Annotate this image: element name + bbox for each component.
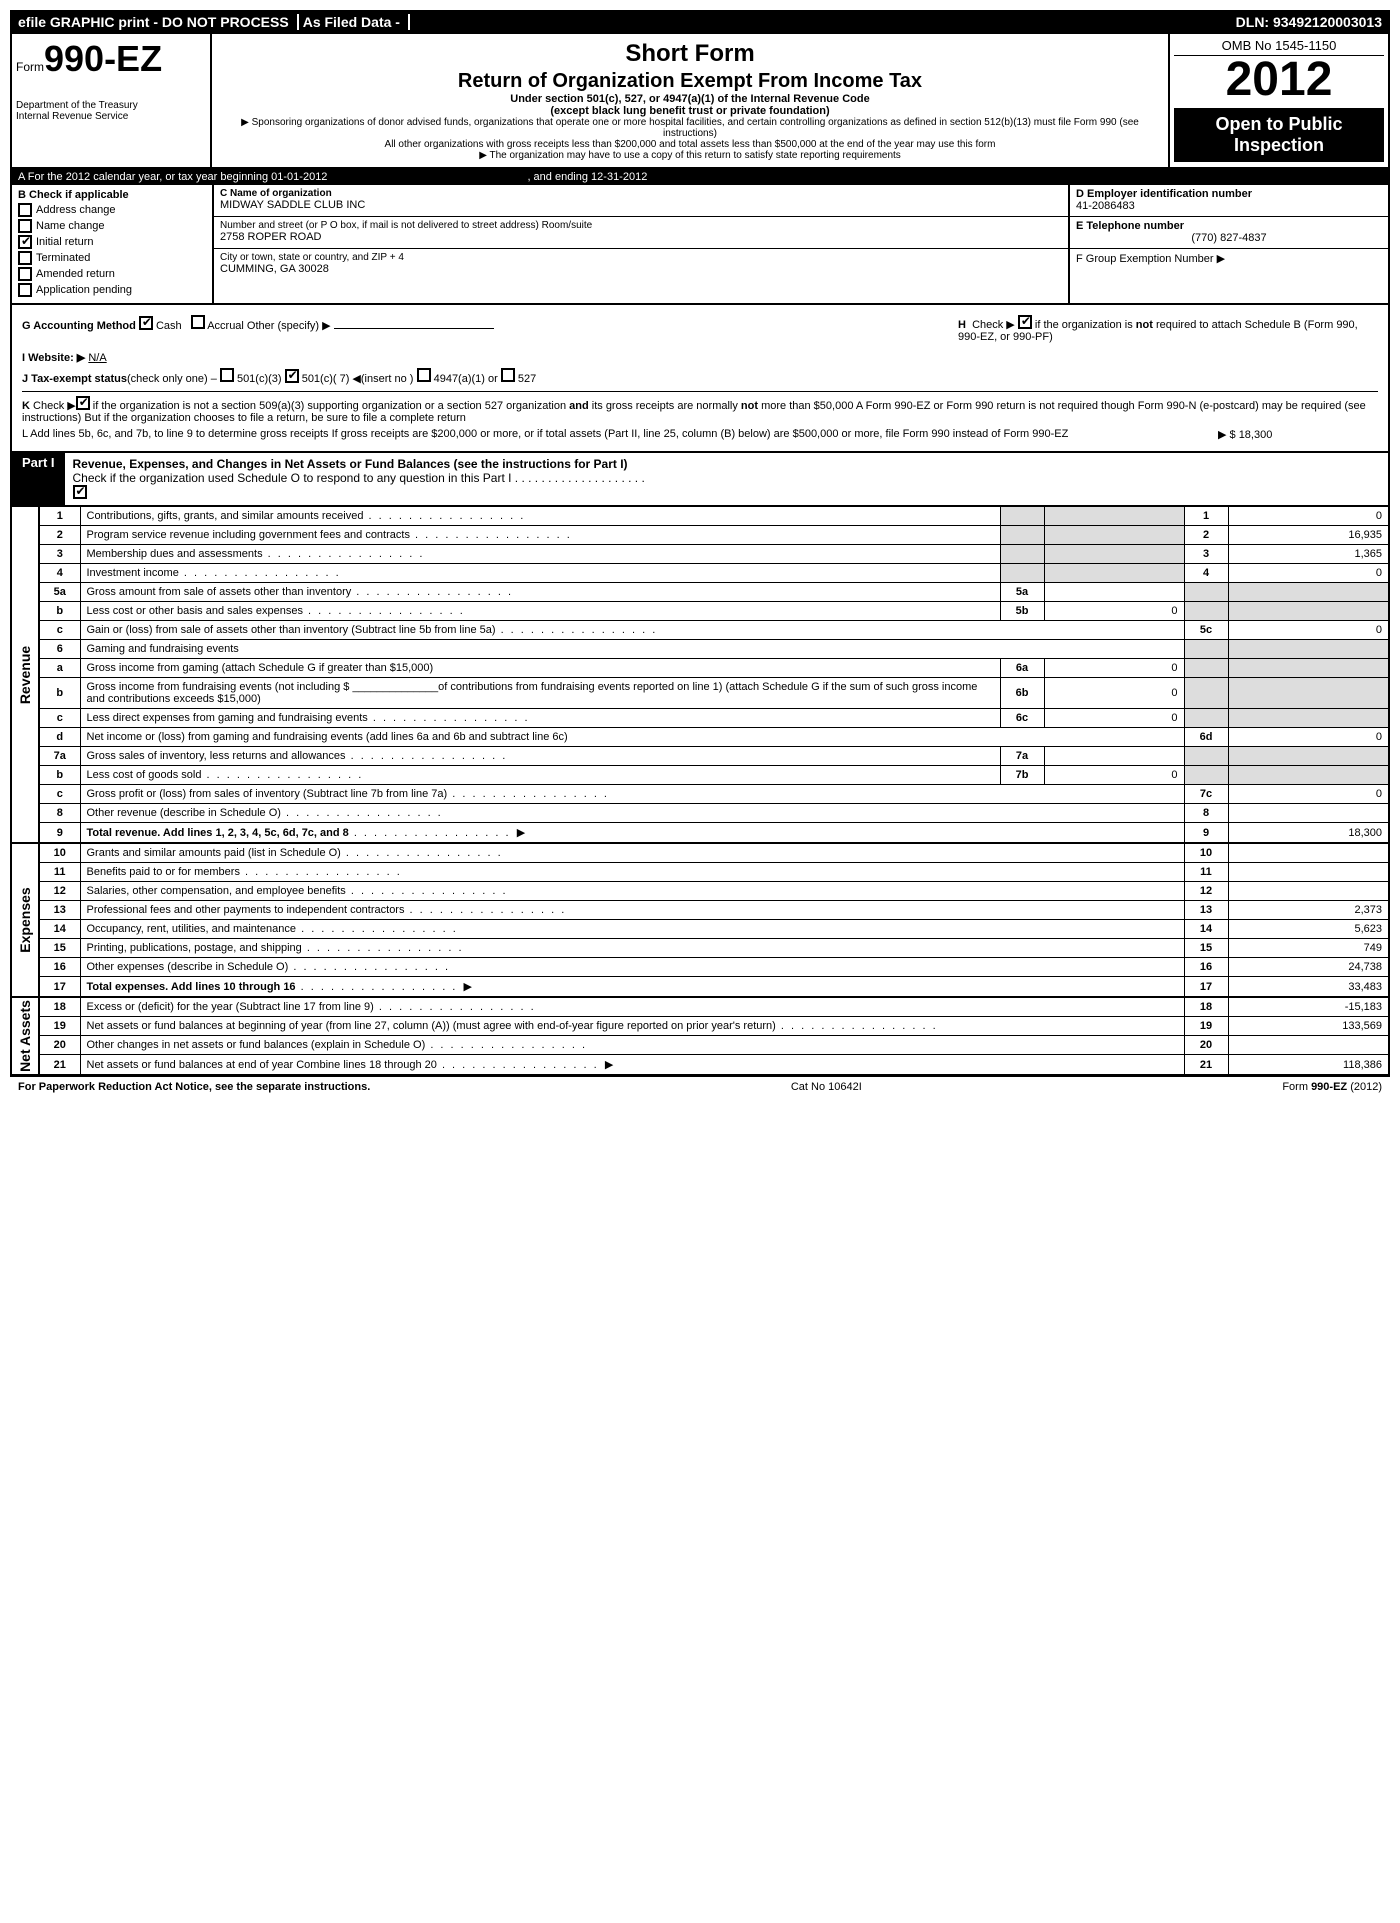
footer-left: For Paperwork Reduction Act Notice, see … — [18, 1081, 370, 1093]
open-public: Open to Public Inspection — [1174, 108, 1384, 162]
footer-right: Form 990-EZ (2012) — [1282, 1081, 1382, 1093]
tel-value: (770) 827-4837 — [1076, 232, 1382, 244]
b-term: Terminated — [36, 252, 90, 264]
g-accrual: Accrual Other (specify) ▶ — [207, 320, 330, 332]
b-app: Application pending — [36, 284, 132, 296]
b-initial: Initial return — [36, 236, 93, 248]
row-a: A For the 2012 calendar year, or tax yea… — [10, 169, 1390, 185]
l-value: ▶ $ 18,300 — [1218, 428, 1378, 441]
website-value: N/A — [88, 352, 106, 364]
main-title: Return of Organization Exempt From Incom… — [224, 70, 1156, 93]
revenue-side-label: Revenue — [12, 507, 40, 842]
l-text: L Add lines 5b, 6c, and 7b, to line 9 to… — [22, 428, 1218, 441]
c-name-lbl: C Name of organization — [220, 188, 1062, 199]
i-label: I Website: ▶ — [22, 352, 85, 364]
ein-value: 41-2086483 — [1076, 200, 1382, 212]
checkbox-pending[interactable] — [18, 283, 32, 297]
c-city-lbl: City or town, state or country, and ZIP … — [220, 252, 1062, 263]
title-box: Short Form Return of Organization Exempt… — [212, 34, 1168, 167]
b-amend: Amended return — [36, 268, 115, 280]
b-name: Name change — [36, 220, 105, 232]
checkbox-initial[interactable] — [18, 235, 32, 249]
part1-check: Check if the organization used Schedule … — [73, 471, 645, 485]
org-city: CUMMING, GA 30028 — [220, 263, 1062, 275]
copy-text: ▶ The organization may have to use a cop… — [224, 150, 1156, 161]
allother-text: All other organizations with gross recei… — [224, 139, 1156, 150]
part1-header: Part I Revenue, Expenses, and Changes in… — [10, 453, 1390, 507]
short-form: Short Form — [224, 40, 1156, 68]
form-number: 990-EZ — [44, 38, 162, 79]
under-section: Under section 501(c), 527, or 4947(a)(1)… — [224, 93, 1156, 105]
org-street: 2758 ROPER ROAD — [220, 231, 1062, 243]
b-header: B Check if applicable — [18, 189, 206, 201]
form-box: Form990-EZ Department of the Treasury In… — [12, 34, 212, 167]
expenses-section: Expenses 10Grants and similar amounts pa… — [10, 844, 1390, 998]
g-cash: Cash — [156, 320, 182, 332]
form-990ez-page: efile GRAPHIC print - DO NOT PROCESS As … — [0, 0, 1400, 1107]
row-a-ending: , and ending 12-31-2012 — [527, 171, 647, 183]
b-address: Address change — [36, 204, 116, 216]
top-bar: efile GRAPHIC print - DO NOT PROCESS As … — [10, 10, 1390, 34]
netassets-side-label: Net Assets — [12, 998, 40, 1074]
checkbox-terminated[interactable] — [18, 251, 32, 265]
year-box: OMB No 1545-1150 2012 Open to Public Ins… — [1168, 34, 1388, 167]
checkbox-address[interactable] — [18, 203, 32, 217]
part1-label: Part I — [12, 453, 65, 505]
checkbox-cash[interactable] — [139, 316, 153, 330]
info-grid: B Check if applicable Address change Nam… — [10, 185, 1390, 305]
checkbox-part1[interactable] — [73, 485, 87, 499]
except-text: (except black lung benefit trust or priv… — [224, 105, 1156, 117]
page-footer: For Paperwork Reduction Act Notice, see … — [10, 1076, 1390, 1097]
c-street-lbl: Number and street (or P O box, if mail i… — [220, 220, 1062, 231]
expenses-side-label: Expenses — [12, 844, 40, 996]
form-prefix: Form — [16, 60, 44, 74]
checkbox-501c3[interactable] — [220, 368, 234, 382]
k-text: if the organization is not a section 509… — [22, 400, 1366, 424]
mid-block: G Accounting Method Cash Accrual Other (… — [10, 305, 1390, 453]
dept-irs: Internal Revenue Service — [16, 111, 206, 122]
org-name: MIDWAY SADDLE CLUB INC — [220, 199, 1062, 211]
checkbox-amended[interactable] — [18, 267, 32, 281]
col-c: C Name of organization MIDWAY SADDLE CLU… — [212, 185, 1068, 303]
checkbox-h[interactable] — [1018, 315, 1032, 329]
col-b: B Check if applicable Address change Nam… — [12, 185, 212, 303]
row-a-text: A For the 2012 calendar year, or tax yea… — [18, 171, 327, 183]
checkbox-k[interactable] — [76, 396, 90, 410]
footer-mid: Cat No 10642I — [791, 1081, 862, 1093]
tax-year: 2012 — [1174, 56, 1384, 104]
checkbox-name[interactable] — [18, 219, 32, 233]
checkbox-501c[interactable] — [285, 369, 299, 383]
g-label: G Accounting Method — [22, 320, 139, 332]
dept-treasury: Department of the Treasury — [16, 100, 206, 111]
checkbox-527[interactable] — [501, 368, 515, 382]
d-tel-lbl: E Telephone number — [1076, 220, 1382, 232]
dln-label: DLN: 93492120003013 — [1236, 14, 1382, 30]
checkbox-4947[interactable] — [417, 368, 431, 382]
part1-title: Revenue, Expenses, and Changes in Net As… — [73, 457, 628, 471]
efile-label: efile GRAPHIC print - DO NOT PROCESS — [18, 14, 299, 30]
revenue-section: Revenue 1Contributions, gifts, grants, a… — [10, 507, 1390, 844]
header-row: Form990-EZ Department of the Treasury In… — [10, 34, 1390, 169]
col-d: D Employer identification number 41-2086… — [1068, 185, 1388, 303]
d-ein-lbl: D Employer identification number — [1076, 188, 1382, 200]
asfiled-label: As Filed Data - — [303, 14, 410, 30]
checkbox-accrual[interactable] — [191, 315, 205, 329]
d-grp-lbl: F Group Exemption Number ▶ — [1076, 252, 1382, 265]
sponsor-text: ▶ Sponsoring organizations of donor advi… — [224, 117, 1156, 139]
netassets-section: Net Assets 18Excess or (deficit) for the… — [10, 998, 1390, 1076]
